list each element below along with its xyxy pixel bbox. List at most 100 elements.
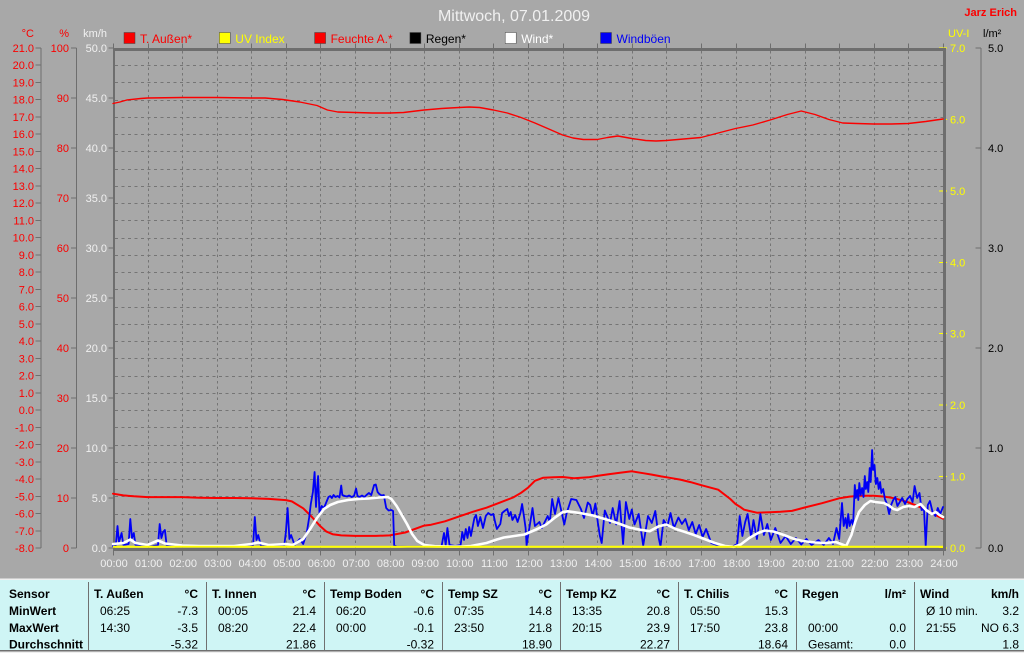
svg-text:24:00: 24:00 (930, 558, 958, 570)
svg-text:05:00: 05:00 (273, 558, 301, 570)
svg-text:06:20: 06:20 (336, 604, 366, 618)
svg-text:-7.0: -7.0 (15, 526, 34, 538)
svg-text:-3.0: -3.0 (15, 457, 34, 469)
svg-text:1.0: 1.0 (19, 388, 34, 400)
svg-text:T. Außen*: T. Außen* (140, 32, 192, 46)
svg-text:18.64: 18.64 (758, 638, 788, 652)
svg-text:10.0: 10.0 (86, 443, 107, 455)
svg-text:16.0: 16.0 (13, 129, 34, 141)
svg-text:10.0: 10.0 (13, 233, 34, 245)
svg-text:Mittwoch, 07.01.2009: Mittwoch, 07.01.2009 (438, 8, 590, 25)
svg-text:Wind*: Wind* (521, 32, 553, 46)
svg-text:-6.0: -6.0 (15, 509, 34, 521)
svg-text:km/h: km/h (83, 28, 107, 40)
svg-text:3.2: 3.2 (1002, 604, 1019, 618)
svg-text:Temp Boden: Temp Boden (330, 587, 402, 601)
svg-text:01:00: 01:00 (135, 558, 163, 570)
svg-text:14.0: 14.0 (13, 164, 34, 176)
svg-text:-5.0: -5.0 (15, 491, 34, 503)
svg-text:°C: °C (539, 587, 553, 601)
svg-text:18.0: 18.0 (13, 95, 34, 107)
svg-text:Ø 10 min.: Ø 10 min. (926, 604, 978, 618)
svg-text:06:25: 06:25 (100, 604, 130, 618)
svg-text:21.86: 21.86 (286, 638, 316, 652)
svg-text:23.8: 23.8 (765, 621, 789, 635)
svg-text:5.0: 5.0 (19, 319, 34, 331)
svg-text:UV-I: UV-I (948, 28, 969, 40)
svg-text:0.0: 0.0 (889, 638, 906, 652)
svg-text:21:55: 21:55 (926, 621, 956, 635)
svg-text:-0.32: -0.32 (407, 638, 435, 652)
svg-text:21:00: 21:00 (826, 558, 854, 570)
svg-text:5.0: 5.0 (92, 493, 107, 505)
svg-text:16:00: 16:00 (654, 558, 682, 570)
svg-text:15.0: 15.0 (86, 393, 107, 405)
svg-text:7.0: 7.0 (19, 284, 34, 296)
svg-text:Jarz Erich: Jarz Erich (964, 7, 1017, 19)
svg-text:T. Außen: T. Außen (94, 587, 144, 601)
svg-text:MaxWert: MaxWert (9, 621, 59, 635)
svg-text:22.27: 22.27 (640, 638, 670, 652)
svg-text:0: 0 (63, 543, 69, 555)
svg-text:50.0: 50.0 (86, 43, 107, 55)
svg-text:0.0: 0.0 (19, 405, 34, 417)
svg-text:23.9: 23.9 (647, 621, 671, 635)
svg-text:22:00: 22:00 (861, 558, 889, 570)
svg-text:10:00: 10:00 (446, 558, 474, 570)
svg-text:40: 40 (57, 343, 69, 355)
svg-text:03:00: 03:00 (204, 558, 232, 570)
svg-text:13.0: 13.0 (13, 181, 34, 193)
svg-text:11:00: 11:00 (481, 558, 508, 570)
svg-text:22.4: 22.4 (293, 621, 317, 635)
svg-text:-8.0: -8.0 (15, 543, 34, 555)
svg-text:-1.0: -1.0 (15, 422, 34, 434)
svg-text:-0.1: -0.1 (413, 621, 434, 635)
svg-text:2.0: 2.0 (19, 371, 34, 383)
svg-text:45.0: 45.0 (86, 93, 107, 105)
svg-text:20: 20 (57, 443, 69, 455)
svg-text:21.0: 21.0 (13, 43, 34, 55)
svg-text:-0.6: -0.6 (413, 604, 434, 618)
svg-text:21.4: 21.4 (293, 604, 317, 618)
svg-text:Temp KZ: Temp KZ (566, 587, 616, 601)
svg-text:6.0: 6.0 (19, 302, 34, 314)
svg-text:Regen: Regen (802, 587, 839, 601)
svg-text:Durchschnitt: Durchschnitt (9, 638, 83, 652)
svg-text:°C: °C (657, 587, 671, 601)
svg-text:14.8: 14.8 (529, 604, 553, 618)
svg-text:1.0: 1.0 (988, 443, 1003, 455)
svg-text:UV Index: UV Index (235, 32, 284, 46)
svg-text:19:00: 19:00 (757, 558, 785, 570)
svg-text:25.0: 25.0 (86, 293, 107, 305)
svg-text:21.8: 21.8 (529, 621, 553, 635)
svg-text:°C: °C (421, 587, 435, 601)
svg-text:17:00: 17:00 (688, 558, 716, 570)
svg-text:%: % (59, 28, 69, 40)
svg-text:-3.5: -3.5 (177, 621, 198, 635)
svg-text:02:00: 02:00 (169, 558, 197, 570)
svg-text:11.0: 11.0 (13, 215, 34, 227)
svg-text:T. Innen: T. Innen (212, 587, 257, 601)
svg-text:30: 30 (57, 393, 69, 405)
svg-text:°C: °C (22, 28, 34, 40)
svg-text:6.0: 6.0 (950, 114, 965, 126)
svg-text:17.0: 17.0 (13, 112, 34, 124)
svg-text:l/m²: l/m² (885, 587, 906, 601)
svg-text:MinWert: MinWert (9, 604, 56, 618)
svg-text:07:00: 07:00 (342, 558, 370, 570)
svg-text:-4.0: -4.0 (15, 474, 34, 486)
svg-text:90: 90 (57, 93, 69, 105)
svg-text:3.0: 3.0 (988, 243, 1003, 255)
svg-text:08:00: 08:00 (377, 558, 405, 570)
svg-text:08:20: 08:20 (218, 621, 248, 635)
svg-text:20.0: 20.0 (86, 343, 107, 355)
svg-text:T. Chilis: T. Chilis (684, 587, 730, 601)
svg-text:04:00: 04:00 (239, 558, 267, 570)
svg-text:km/h: km/h (991, 587, 1019, 601)
svg-text:18.90: 18.90 (522, 638, 552, 652)
svg-text:17:50: 17:50 (690, 621, 720, 635)
svg-text:2.0: 2.0 (950, 400, 965, 412)
svg-text:9.0: 9.0 (19, 250, 34, 262)
svg-text:00:00: 00:00 (336, 621, 366, 635)
svg-text:20.8: 20.8 (647, 604, 671, 618)
